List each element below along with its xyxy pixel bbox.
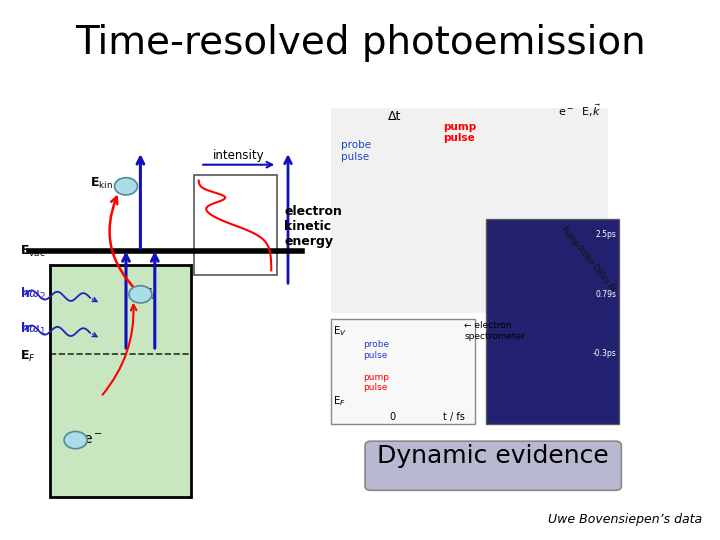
Bar — [331, 319, 475, 424]
Text: e$^-$: e$^-$ — [83, 433, 102, 447]
Text: t / fs: t / fs — [443, 412, 464, 422]
Text: h$\omega_2$: h$\omega_2$ — [20, 286, 46, 302]
Text: h$\omega_1$: h$\omega_1$ — [20, 321, 46, 338]
Text: Uwe Bovensiepen’s data: Uwe Bovensiepen’s data — [548, 514, 702, 526]
Text: E$_{\rm kin}$: E$_{\rm kin}$ — [90, 176, 113, 191]
Text: electron
kinetic
energy: electron kinetic energy — [284, 205, 342, 248]
Text: E$_F$: E$_F$ — [20, 349, 36, 364]
Text: pump
pulse: pump pulse — [443, 122, 476, 143]
Text: ← electron
spectrometer: ← electron spectrometer — [464, 321, 526, 341]
Text: e$^-$  E,$\vec{k}$: e$^-$ E,$\vec{k}$ — [558, 103, 601, 119]
Text: 0.79s: 0.79s — [595, 290, 616, 299]
Text: Time-resolved photoemission: Time-resolved photoemission — [75, 24, 645, 62]
Text: 0: 0 — [390, 412, 395, 422]
Circle shape — [114, 178, 138, 195]
Text: probe
pulse: probe pulse — [364, 340, 390, 360]
Text: Dynamic evidence: Dynamic evidence — [377, 444, 609, 468]
Text: Δt: Δt — [388, 110, 401, 123]
Text: Pump-Probe Delay Δt: Pump-Probe Delay Δt — [559, 225, 618, 293]
Bar — [194, 176, 277, 275]
Text: E$_V$: E$_V$ — [333, 324, 346, 338]
FancyBboxPatch shape — [365, 441, 621, 490]
Circle shape — [129, 286, 152, 303]
Text: E$_{\rm vac}$: E$_{\rm vac}$ — [20, 244, 45, 259]
Bar — [331, 108, 608, 313]
Text: 2.5ps: 2.5ps — [595, 231, 616, 239]
Text: probe
pulse: probe pulse — [341, 140, 371, 162]
Text: E$_i$: E$_i$ — [143, 287, 156, 302]
Bar — [50, 265, 191, 497]
Text: pump
pulse: pump pulse — [364, 373, 390, 392]
Text: intensity: intensity — [212, 149, 264, 162]
Bar — [486, 219, 619, 424]
Text: -0.3ps: -0.3ps — [593, 349, 616, 358]
Text: E$_F$: E$_F$ — [333, 394, 346, 408]
Circle shape — [64, 431, 87, 449]
